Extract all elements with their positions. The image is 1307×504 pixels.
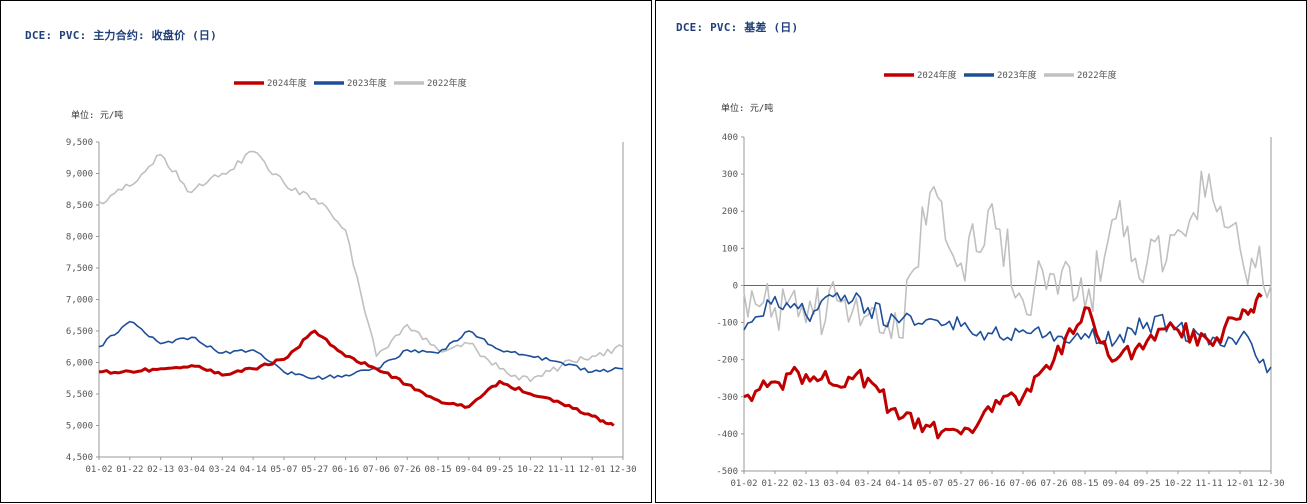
left-chart-panel: DCE: PVC: 主力合约: 收盘价 (日) 2024年度 2023年度 2022… (0, 0, 652, 503)
x-tick-label: 09-04 (1102, 479, 1129, 489)
x-tick-label: 10-22 (517, 465, 544, 475)
legend-label: 2023年度 (347, 77, 387, 89)
x-tick-label: 07-26 (394, 465, 421, 475)
x-tick-label: 06-16 (332, 465, 359, 475)
y-tick-label: 7,500 (66, 264, 93, 274)
y-tick-label: -100 (716, 319, 738, 329)
x-tick-label: 12-30 (609, 465, 636, 475)
x-tick-label: 07-26 (1040, 479, 1067, 489)
x-tick-label: 08-15 (1071, 479, 1098, 489)
x-tick-label: 01-22 (761, 479, 788, 489)
y-tick-label: 6,500 (66, 327, 93, 337)
y-tick-label: 0 (733, 281, 738, 291)
x-tick-label: 03-04 (178, 465, 205, 475)
x-tick-label: 01-02 (85, 465, 112, 475)
legend-label: 2022年度 (427, 77, 467, 89)
unit-label: 单位: 元/吨 (71, 109, 123, 121)
x-tick-label: 05-27 (301, 465, 328, 475)
x-tick-label: 04-14 (240, 465, 267, 475)
x-tick-label: 05-07 (916, 479, 943, 489)
x-tick-label: 03-24 (209, 465, 236, 475)
legend-label: 2022年度 (1077, 69, 1117, 81)
x-tick-label: 09-25 (1133, 479, 1160, 489)
y-tick-label: 400 (722, 133, 738, 143)
y-tick-label: 7,000 (66, 296, 93, 306)
y-tick-label: 9,500 (66, 138, 93, 148)
chart-title: DCE: PVC: 主力合约: 收盘价 (日) (25, 29, 217, 42)
y-tick-label: 5,500 (66, 390, 93, 400)
x-tick-label: 11-11 (1195, 479, 1222, 489)
y-tick-label: -300 (716, 393, 738, 403)
y-tick-label: 6,000 (66, 359, 93, 369)
y-tick-label: 8,500 (66, 201, 93, 211)
x-tick-label: 08-15 (425, 465, 452, 475)
x-tick-label: 12-01 (579, 465, 606, 475)
x-tick-label: 04-14 (885, 479, 912, 489)
series-line-2 (743, 170, 1272, 340)
x-tick-label: 03-24 (854, 479, 881, 489)
x-tick-label: 07-06 (363, 465, 390, 475)
chart-title: DCE: PVC: 基差 (日) (676, 21, 799, 34)
y-tick-label: 5,000 (66, 422, 93, 432)
x-tick-label: 02-13 (147, 465, 174, 475)
legend-label: 2024年度 (267, 77, 307, 89)
x-tick-label: 01-22 (116, 465, 143, 475)
y-tick-label: -500 (716, 467, 738, 477)
x-tick-label: 10-22 (1164, 479, 1191, 489)
series-line-0 (743, 292, 1263, 440)
series-line-0 (98, 329, 615, 427)
series-line-1 (98, 320, 624, 381)
x-tick-label: 05-27 (947, 479, 974, 489)
y-tick-label: -200 (716, 356, 738, 366)
series-line-2 (98, 150, 624, 383)
x-tick-label: 09-25 (486, 465, 513, 475)
x-tick-label: 01-02 (730, 479, 757, 489)
x-tick-label: 12-01 (1226, 479, 1253, 489)
y-tick-label: -400 (716, 430, 738, 440)
x-tick-label: 05-07 (270, 465, 297, 475)
y-tick-label: 8,000 (66, 233, 93, 243)
x-tick-label: 06-16 (978, 479, 1005, 489)
right-chart-panel: DCE: PVC: 基差 (日) 2024年度 2023年度 2022年度单位: 元… (655, 0, 1307, 503)
y-tick-label: 300 (722, 170, 738, 180)
x-tick-label: 09-04 (455, 465, 482, 475)
x-tick-label: 02-13 (792, 479, 819, 489)
y-tick-label: 4,500 (66, 453, 93, 463)
x-tick-label: 12-30 (1257, 479, 1284, 489)
x-tick-label: 03-04 (823, 479, 850, 489)
x-tick-label: 07-06 (1009, 479, 1036, 489)
legend-label: 2023年度 (997, 69, 1037, 81)
y-tick-label: 9,000 (66, 170, 93, 180)
legend-label: 2024年度 (917, 69, 957, 81)
y-tick-label: 100 (722, 244, 738, 254)
y-tick-label: 200 (722, 207, 738, 217)
unit-label: 单位: 元/吨 (721, 102, 773, 114)
x-tick-label: 11-11 (548, 465, 575, 475)
